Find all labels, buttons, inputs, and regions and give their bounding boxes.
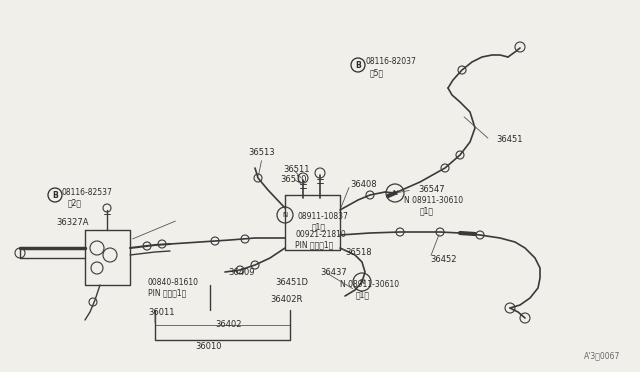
Text: N: N (282, 212, 287, 218)
Text: N 08911-30610: N 08911-30610 (404, 196, 463, 205)
Text: 08116-82037: 08116-82037 (366, 57, 417, 66)
Text: PIN ピン（1）: PIN ピン（1） (295, 240, 333, 249)
Text: （1）: （1） (356, 290, 370, 299)
Text: 36409: 36409 (228, 268, 255, 277)
Text: 36327A: 36327A (56, 218, 88, 227)
Text: （5）: （5） (370, 68, 384, 77)
Text: B: B (52, 190, 58, 199)
Text: A'3（0067: A'3（0067 (584, 351, 620, 360)
Text: 08911-10837: 08911-10837 (297, 212, 348, 221)
Text: 00840-81610: 00840-81610 (148, 278, 199, 287)
Text: 36451D: 36451D (275, 278, 308, 287)
Text: 36011: 36011 (148, 308, 175, 317)
Text: （1）: （1） (420, 206, 434, 215)
Text: 36402R: 36402R (270, 295, 302, 304)
Text: N: N (392, 190, 397, 196)
Text: 36510: 36510 (280, 175, 307, 184)
Text: （1）: （1） (312, 222, 326, 231)
Text: 36408: 36408 (350, 180, 376, 189)
Text: 36518: 36518 (345, 248, 372, 257)
Text: 36402: 36402 (215, 320, 241, 329)
Text: 36451: 36451 (496, 135, 522, 144)
Text: 00921-21810: 00921-21810 (295, 230, 346, 239)
Text: 36437: 36437 (320, 268, 347, 277)
Text: 08116-82537: 08116-82537 (62, 188, 113, 197)
Text: 36010: 36010 (195, 342, 221, 351)
Text: 36511: 36511 (283, 165, 310, 174)
Text: N: N (360, 279, 365, 285)
Text: 36452: 36452 (430, 255, 456, 264)
Text: 〈2〉: 〈2〉 (68, 198, 82, 207)
Text: 36547: 36547 (418, 185, 445, 194)
Text: B: B (355, 61, 361, 70)
Text: PIN ピン（1）: PIN ピン（1） (148, 288, 186, 297)
Text: N 08911-30610: N 08911-30610 (340, 280, 399, 289)
Text: 36513: 36513 (248, 148, 275, 157)
